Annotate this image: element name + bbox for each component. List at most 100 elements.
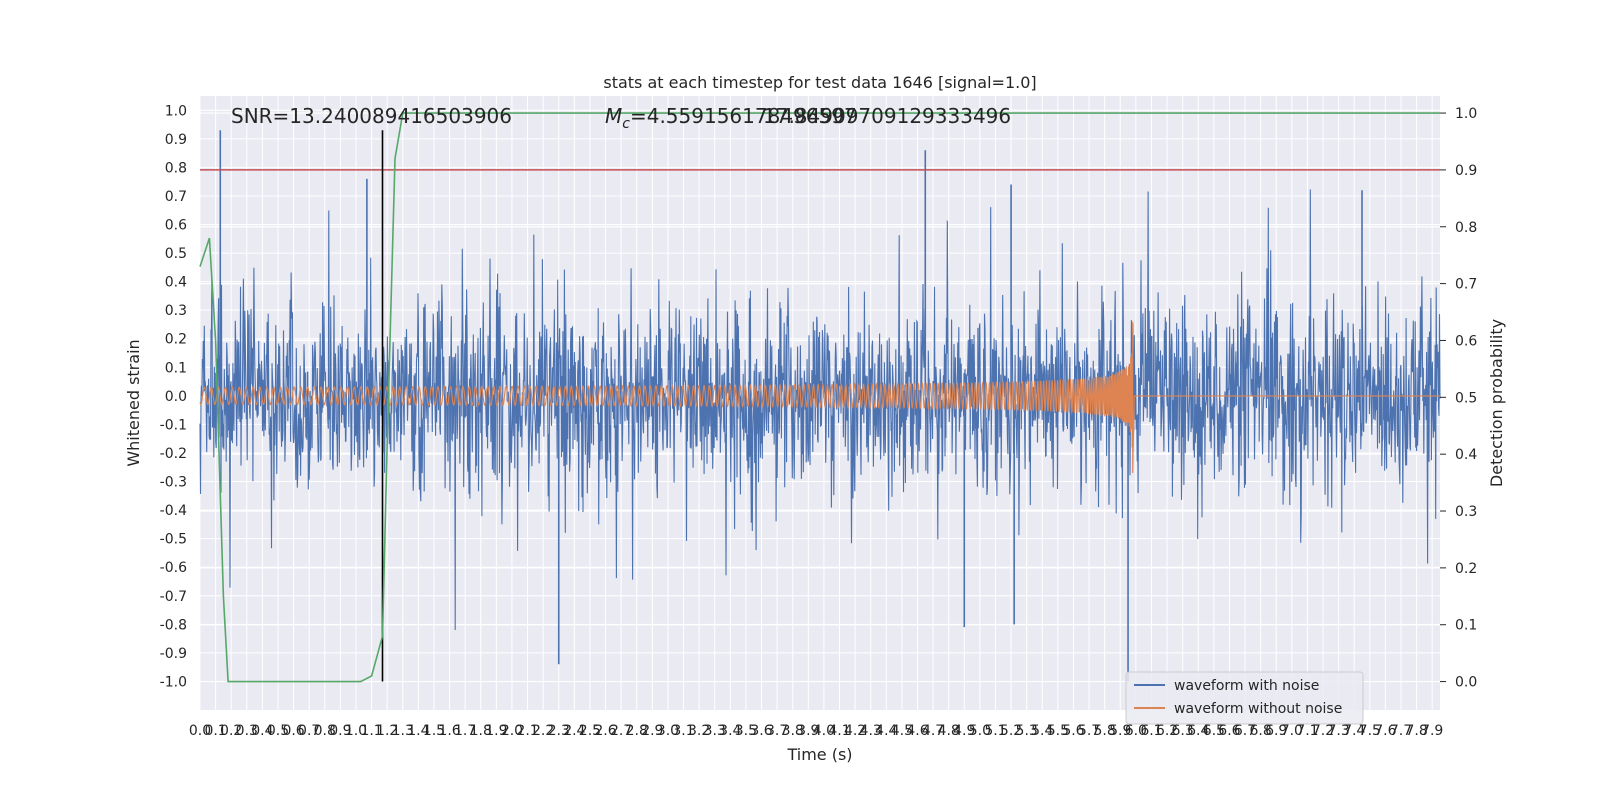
x-tick-label: 6.3 xyxy=(1172,723,1194,739)
x-tick-label: 6.4 xyxy=(1187,723,1209,739)
y-tick-label: 0.6 xyxy=(165,218,187,234)
x-tick-label: 0.8 xyxy=(314,723,336,739)
x-tick-label: 7.3 xyxy=(1327,723,1349,739)
x-tick-label: 7.4 xyxy=(1343,723,1365,739)
x-tick-label: 3.1 xyxy=(672,723,694,739)
series-detection-probability xyxy=(199,112,1440,683)
y-tick-label: -0.2 xyxy=(160,446,187,462)
y-tick-label: 0.1 xyxy=(165,360,187,376)
x-tick-label: 6.9 xyxy=(1265,723,1287,739)
y2-tick-label: 0.4 xyxy=(1455,447,1477,463)
y-tick-label: -0.8 xyxy=(160,617,187,633)
x-tick-label: 4.8 xyxy=(938,723,960,739)
legend-frame xyxy=(1125,671,1364,725)
x-tick-label: 4.4 xyxy=(875,723,897,739)
x-tick-label: 1.1 xyxy=(360,723,382,739)
x-tick-label: 2.7 xyxy=(610,723,632,739)
x-tick-label: 1.0 xyxy=(345,723,367,739)
y-tick-label: 0.0 xyxy=(165,389,187,405)
snr-annotation: SNR=13.240089416503906 xyxy=(231,104,512,128)
y-tick-label: 0.2 xyxy=(165,332,187,348)
y-tick-label: 0.4 xyxy=(165,275,187,291)
x-tick-label: 1.5 xyxy=(423,723,445,739)
y2-tick-label: 0.7 xyxy=(1455,277,1477,293)
y2-tick-label: 0.9 xyxy=(1455,163,1477,179)
x-tick-label: 0.9 xyxy=(329,723,351,739)
x-tick-label: 7.2 xyxy=(1312,723,1334,739)
x-tick-label: 7.6 xyxy=(1374,723,1396,739)
x-tick-label: 0.2 xyxy=(220,723,242,739)
x-tick-label: 2.8 xyxy=(626,723,648,739)
x-tick-label: 3.2 xyxy=(688,723,710,739)
x-tick-label: 3.5 xyxy=(735,723,757,739)
chirp-mass-value: =4.559156178496597 xyxy=(630,104,857,128)
x-tick-label: 7.5 xyxy=(1359,723,1381,739)
x-tick-label: 4.9 xyxy=(953,723,975,739)
y-tick-label: -0.5 xyxy=(160,532,187,548)
x-tick-label: 5.4 xyxy=(1031,723,1053,739)
x-tick-label: 6.2 xyxy=(1156,723,1178,739)
x-tick-label: 6.1 xyxy=(1140,723,1162,739)
y-tick-label: 0.9 xyxy=(165,132,187,148)
y-tick-label: 1.0 xyxy=(165,103,187,119)
y2-axis-label: Detection probability xyxy=(1487,319,1506,487)
x-tick-label: 5.9 xyxy=(1109,723,1131,739)
chart-title: stats at each timestep for test data 164… xyxy=(603,73,1036,92)
y-tick-label: -0.7 xyxy=(160,589,187,605)
chirp-mass-annotation: Mc=4.559156178496597 xyxy=(605,104,857,132)
y-tick-label: -0.9 xyxy=(160,646,187,662)
y-tick-label: 0.8 xyxy=(165,160,187,176)
x-tick-label: 4.3 xyxy=(860,723,882,739)
x-tick-label: 1.8 xyxy=(470,723,492,739)
x-tick-label: 7.9 xyxy=(1421,723,1443,739)
x-tick-label: 6.8 xyxy=(1249,723,1271,739)
x-tick-label: 6.5 xyxy=(1203,723,1225,739)
x-tick-label: 0.3 xyxy=(236,723,258,739)
x-tick-label: 0.7 xyxy=(298,723,320,739)
x-tick-label: 7.1 xyxy=(1296,723,1318,739)
x-tick-label: 6.7 xyxy=(1234,723,1256,739)
x-tick-label: 0.4 xyxy=(251,723,273,739)
y-tick-label: -0.6 xyxy=(160,560,187,576)
x-tick-label: 0.0 xyxy=(189,723,211,739)
x-tick-label: 5.0 xyxy=(969,723,991,739)
x-tick-label: 6.0 xyxy=(1125,723,1147,739)
series-waveform-without-noise xyxy=(199,321,1440,474)
x-tick-label: 2.4 xyxy=(563,723,585,739)
x-tick-label: 3.8 xyxy=(782,723,804,739)
x-tick-label: 1.3 xyxy=(392,723,414,739)
y-tick-label: 0.3 xyxy=(165,303,187,319)
y2-tick-label: 0.3 xyxy=(1455,504,1477,520)
x-tick-label: 2.0 xyxy=(501,723,523,739)
x-tick-label: 7.8 xyxy=(1405,723,1427,739)
x-tick-label: 2.5 xyxy=(579,723,601,739)
x-tick-label: 1.9 xyxy=(485,723,507,739)
x-tick-label: 7.0 xyxy=(1281,723,1303,739)
series-waveform-with-noise xyxy=(199,189,1441,631)
x-tick-label: 3.0 xyxy=(657,723,679,739)
chirp-mass-overlap-text: 17.84909709129333496 xyxy=(763,104,1011,128)
x-tick-label: 0.1 xyxy=(204,723,226,739)
x-tick-label: 3.9 xyxy=(797,723,819,739)
x-tick-label: 4.7 xyxy=(922,723,944,739)
x-tick-label: 6.6 xyxy=(1218,723,1240,739)
x-tick-label: 1.2 xyxy=(376,723,398,739)
y2-axis-ticks: 1.0 0.9 0.8 0.7 0.6 0.5 0.4 0.3 0.2 0.1 0.0 xyxy=(1440,106,1477,691)
y-tick-label: -0.3 xyxy=(160,475,187,491)
x-tick-label: 5.5 xyxy=(1047,723,1069,739)
legend-label-clean: waveform without noise xyxy=(1174,701,1342,717)
y-axis-label: Whitened strain xyxy=(124,339,143,466)
y2-tick-label: 0.6 xyxy=(1455,333,1477,349)
x-tick-label: 4.6 xyxy=(906,723,928,739)
x-tick-label: 5.6 xyxy=(1062,723,1084,739)
x-tick-label: 1.6 xyxy=(438,723,460,739)
y-tick-label: -0.1 xyxy=(160,417,187,433)
y2-tick-label: 1.0 xyxy=(1455,106,1477,122)
x-tick-label: 4.1 xyxy=(828,723,850,739)
x-tick-label: 4.0 xyxy=(813,723,835,739)
x-tick-label: 2.6 xyxy=(594,723,616,739)
chirp-mass-symbol: M xyxy=(605,104,622,128)
x-tick-label: 5.2 xyxy=(1000,723,1022,739)
y-tick-label: -0.4 xyxy=(160,503,187,519)
